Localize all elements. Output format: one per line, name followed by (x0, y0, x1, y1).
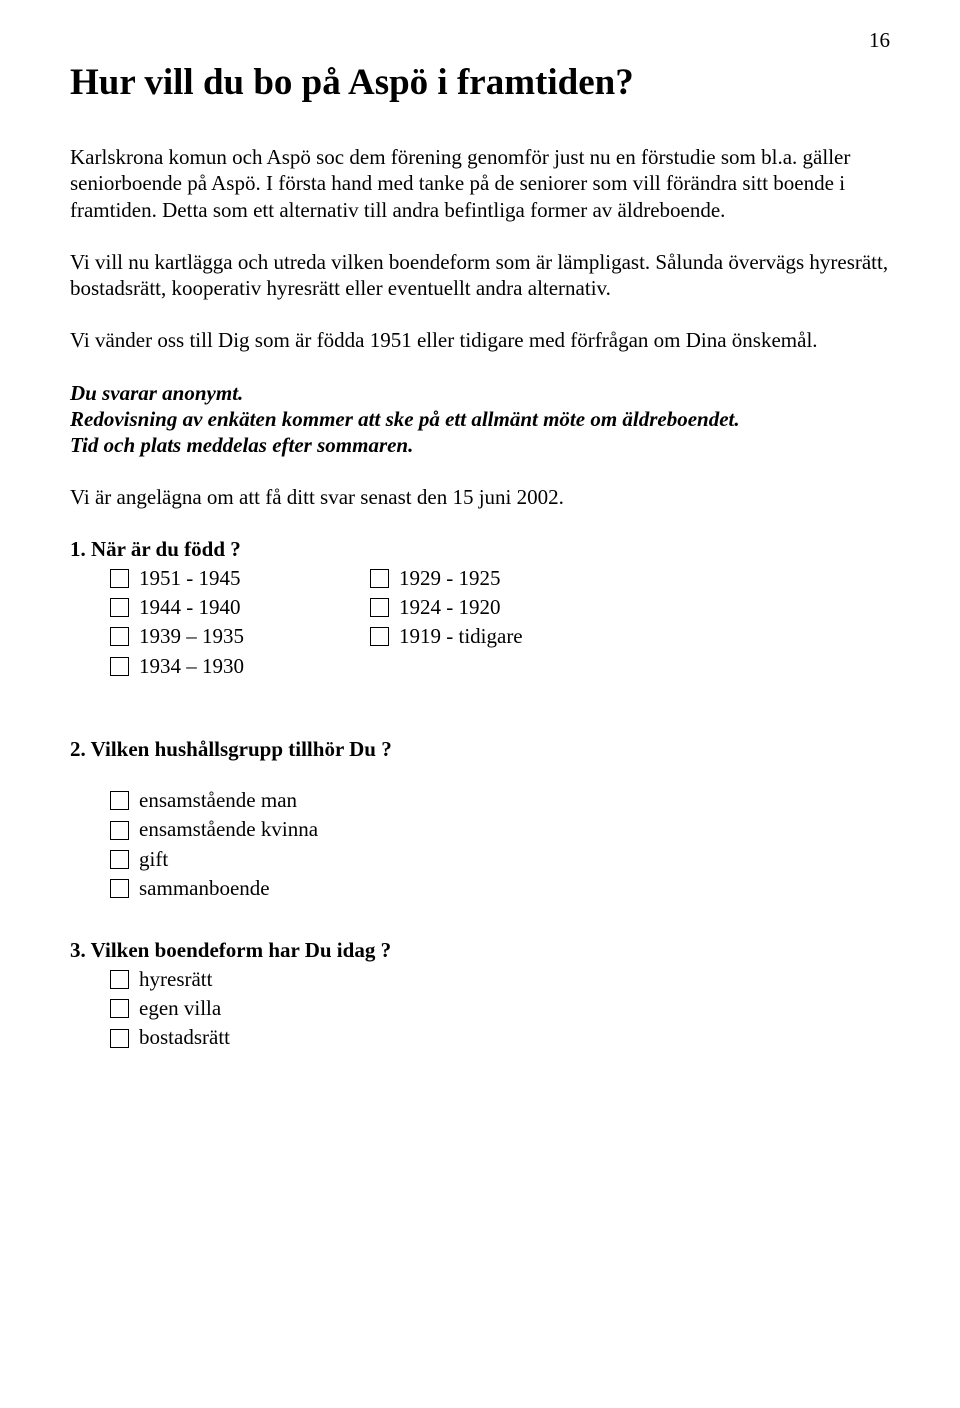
question-1-heading: 1. När är du född ? (70, 537, 890, 562)
para4-line2: Redovisning av enkäten kommer att ske på… (70, 407, 740, 431)
page-title: Hur vill du bo på Aspö i framtiden? (70, 61, 890, 104)
para4-line3: Tid och plats meddelas efter sommaren. (70, 433, 413, 457)
paragraph-2: Vi vill nu kartlägga och utreda vilken b… (70, 249, 890, 302)
option-label: ensamstående man (139, 786, 297, 815)
paragraph-4: Du svarar anonymt. Redovisning av enkäte… (70, 380, 890, 459)
document-page: 16 Hur vill du bo på Aspö i framtiden? K… (0, 0, 960, 1093)
q3-option[interactable]: egen villa (110, 994, 890, 1023)
option-label: 1951 - 1945 (139, 564, 241, 593)
page-number: 16 (70, 28, 890, 53)
q1-col1: 1951 - 1945 1944 - 1940 1939 – 1935 1934… (110, 564, 370, 682)
question-3-heading: 3. Vilken boendeform har Du idag ? (70, 938, 890, 963)
checkbox-icon (110, 627, 129, 646)
option-label: egen villa (139, 994, 221, 1023)
option-label: gift (139, 845, 168, 874)
option-label: 1919 - tidigare (399, 622, 523, 651)
q1-option[interactable]: 1929 - 1925 (370, 564, 630, 593)
q1-option[interactable]: 1924 - 1920 (370, 593, 630, 622)
para4-line1: Du svarar anonymt. (70, 381, 243, 405)
q1-option[interactable]: 1944 - 1940 (110, 593, 370, 622)
question-2-options: ensamstående man ensamstående kvinna gif… (110, 786, 890, 904)
checkbox-icon (110, 1029, 129, 1048)
paragraph-5: Vi är angelägna om att få ditt svar sena… (70, 484, 890, 510)
checkbox-icon (110, 850, 129, 869)
checkbox-icon (110, 657, 129, 676)
q1-option[interactable]: 1919 - tidigare (370, 622, 630, 651)
q3-option[interactable]: bostadsrätt (110, 1023, 890, 1052)
checkbox-icon (110, 791, 129, 810)
checkbox-icon (110, 879, 129, 898)
q1-option[interactable]: 1934 – 1930 (110, 652, 370, 681)
option-label: 1929 - 1925 (399, 564, 501, 593)
option-label: 1924 - 1920 (399, 593, 501, 622)
question-2-heading: 2. Vilken hushållsgrupp tillhör Du ? (70, 737, 890, 762)
option-label: 1934 – 1930 (139, 652, 244, 681)
checkbox-icon (370, 598, 389, 617)
option-label: ensamstående kvinna (139, 815, 318, 844)
paragraph-3: Vi vänder oss till Dig som är födda 1951… (70, 327, 890, 353)
option-label: 1939 – 1935 (139, 622, 244, 651)
checkbox-icon (110, 598, 129, 617)
checkbox-icon (370, 627, 389, 646)
question-3-options: hyresrätt egen villa bostadsrätt (110, 965, 890, 1053)
checkbox-icon (110, 569, 129, 588)
q1-col2: 1929 - 1925 1924 - 1920 1919 - tidigare (370, 564, 630, 682)
checkbox-icon (110, 999, 129, 1018)
q1-option[interactable]: 1951 - 1945 (110, 564, 370, 593)
option-label: sammanboende (139, 874, 270, 903)
q2-option[interactable]: ensamstående man (110, 786, 890, 815)
q2-option[interactable]: ensamstående kvinna (110, 815, 890, 844)
checkbox-icon (110, 821, 129, 840)
checkbox-icon (110, 970, 129, 989)
question-1-options: 1951 - 1945 1944 - 1940 1939 – 1935 1934… (70, 564, 890, 682)
option-label: hyresrätt (139, 965, 212, 994)
option-label: 1944 - 1940 (139, 593, 241, 622)
paragraph-1: Karlskrona komun och Aspö soc dem föreni… (70, 144, 890, 223)
q3-option[interactable]: hyresrätt (110, 965, 890, 994)
q2-option[interactable]: sammanboende (110, 874, 890, 903)
q1-option[interactable]: 1939 – 1935 (110, 622, 370, 651)
option-label: bostadsrätt (139, 1023, 230, 1052)
q2-option[interactable]: gift (110, 845, 890, 874)
checkbox-icon (370, 569, 389, 588)
